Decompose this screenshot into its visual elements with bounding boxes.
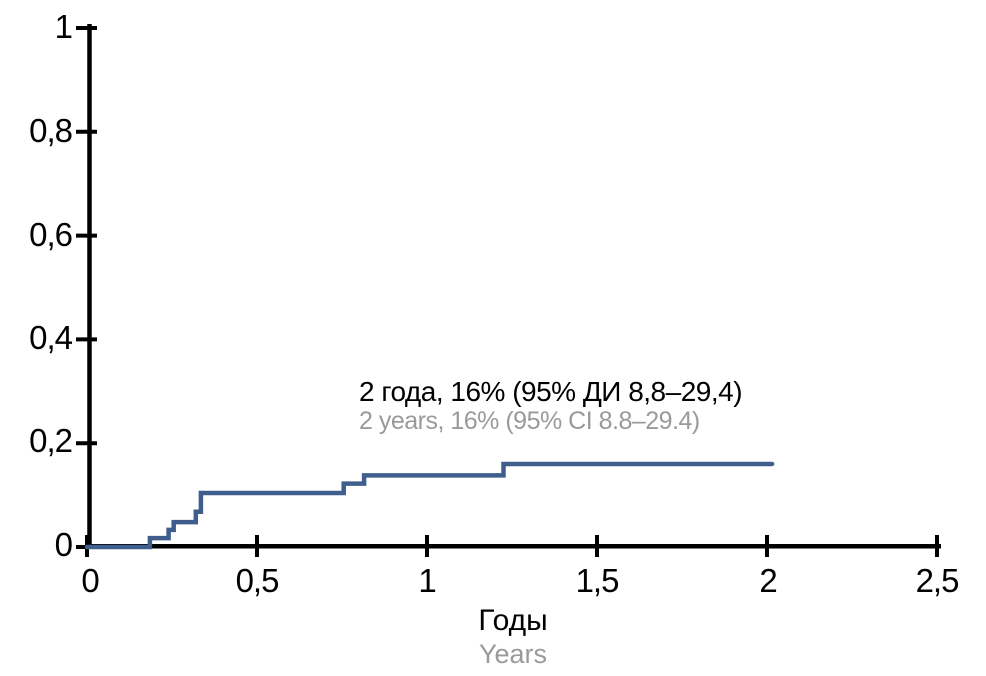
cumulative-incidence-curve	[84, 461, 775, 550]
y-tick-label-0.8: 0,8	[29, 112, 73, 150]
x-axis-title-english: Years	[478, 639, 548, 669]
y-tick-label-1: 1	[54, 8, 73, 46]
x-axis-title-russian: Годы	[478, 604, 548, 637]
x-tick-label-1: 1	[418, 562, 436, 599]
estimate-annotation: 2 года, 16% (95% ДИ 8,8–29,4) 2 years, 1…	[359, 375, 743, 436]
x-tick-label-0: 0	[81, 562, 99, 599]
y-tick-label-0.4: 0,4	[29, 319, 73, 357]
annotation-english: 2 years, 16% (95% CI 8.8–29.4)	[359, 407, 700, 436]
x-tick-label-2: 2	[759, 562, 777, 599]
x-tick-label-2.5: 2,5	[915, 562, 960, 599]
y-tick-label-0: 0	[54, 526, 73, 564]
x-tick-label-0.5: 0,5	[235, 562, 280, 599]
annotation-russian: 2 года, 16% (95% ДИ 8,8–29,4)	[359, 376, 743, 407]
y-tick-label-0.2: 0,2	[29, 422, 73, 460]
y-tick-label-0.6: 0,6	[29, 216, 73, 254]
x-tick-label-1.5: 1,5	[575, 562, 620, 599]
